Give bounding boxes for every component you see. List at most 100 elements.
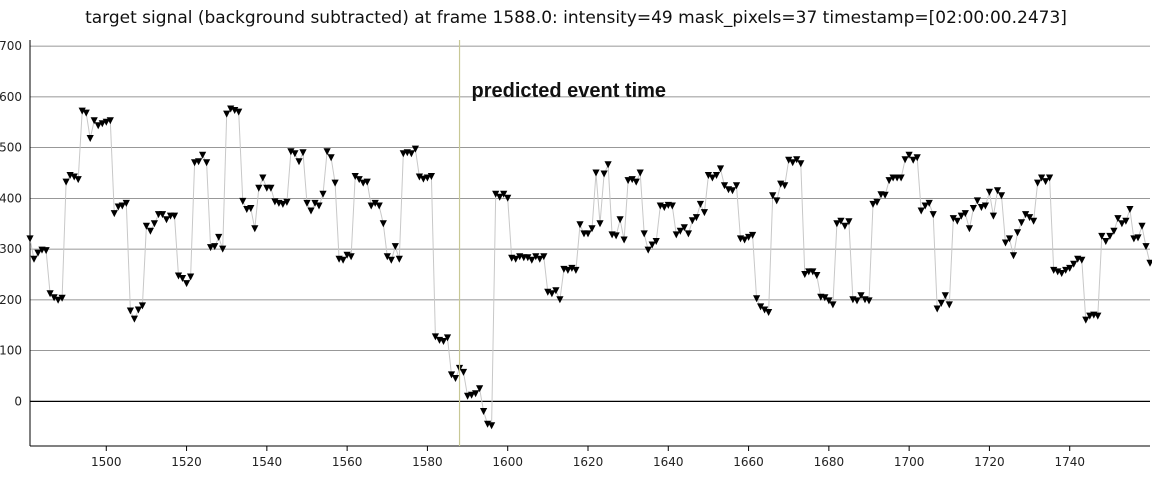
data-point (532, 253, 540, 261)
data-point (295, 158, 303, 166)
data-point (584, 230, 592, 238)
data-point (58, 294, 66, 302)
data-point (118, 202, 126, 210)
data-point (696, 200, 704, 208)
data-point (869, 200, 877, 208)
data-point (391, 243, 399, 251)
data-point (885, 177, 893, 185)
data-point (652, 238, 660, 245)
data-point (371, 199, 379, 207)
data-point (142, 222, 150, 230)
data-point (1146, 259, 1152, 267)
data-point (612, 232, 620, 240)
data-point (207, 244, 215, 252)
data-point (660, 204, 668, 211)
data-point (126, 307, 134, 315)
data-point (303, 199, 311, 207)
data-point (1102, 238, 1110, 245)
data-point (572, 266, 580, 274)
data-point (219, 245, 227, 253)
data-point (94, 122, 102, 130)
data-point (299, 149, 307, 157)
data-point (1070, 260, 1078, 268)
data-point (993, 187, 1002, 195)
data-point (672, 231, 680, 239)
data-point (110, 210, 118, 218)
data-point (793, 156, 801, 164)
data-point (688, 217, 696, 225)
y-tick-label: 700 (0, 39, 22, 53)
data-point (387, 256, 395, 264)
data-point (749, 231, 757, 239)
data-point (138, 302, 146, 310)
data-point (355, 176, 363, 184)
data-point (604, 161, 612, 169)
x-tick-label: 1680 (814, 455, 845, 469)
data-point (1138, 222, 1146, 230)
data-point (34, 249, 42, 257)
data-point (1086, 312, 1094, 320)
data-point (1026, 214, 1034, 222)
data-point (965, 225, 973, 233)
y-tick-label: 100 (0, 344, 22, 358)
data-point (496, 193, 504, 201)
data-point (379, 220, 387, 228)
data-point (134, 306, 142, 314)
data-point (98, 120, 106, 128)
series-line (29, 108, 1151, 427)
data-point (235, 108, 243, 116)
data-point (969, 205, 977, 212)
data-point (439, 338, 448, 345)
data-point (339, 256, 347, 264)
data-point (183, 280, 191, 288)
data-point (1122, 217, 1130, 225)
data-point (600, 170, 608, 178)
data-point (845, 218, 853, 226)
data-point (865, 297, 873, 305)
data-point (957, 212, 965, 220)
data-point (283, 198, 291, 206)
data-point (644, 246, 652, 254)
data-point (359, 179, 367, 187)
data-point (937, 299, 945, 307)
data-point (347, 253, 355, 261)
data-point (720, 182, 729, 190)
data-point (628, 176, 636, 184)
data-point (315, 202, 323, 210)
data-point (1046, 174, 1054, 182)
data-point (781, 182, 789, 190)
data-point (945, 301, 953, 309)
data-point (407, 150, 415, 158)
data-point (684, 230, 692, 238)
data-point (150, 220, 158, 228)
data-point (632, 178, 640, 186)
data-point (1098, 232, 1106, 240)
data-point (375, 202, 383, 210)
data-point (528, 256, 536, 264)
event-time-label: predicted event time (472, 80, 667, 102)
data-point (279, 200, 287, 208)
data-point (215, 233, 223, 241)
data-point (130, 315, 138, 323)
data-point (761, 306, 769, 314)
data-point (620, 236, 628, 244)
data-point (427, 173, 435, 180)
data-point (809, 268, 817, 276)
data-point (363, 178, 371, 186)
data-point (829, 301, 837, 309)
data-point (741, 236, 749, 244)
y-tick-label: 400 (0, 191, 22, 205)
data-point (997, 192, 1006, 200)
data-point (548, 290, 556, 298)
data-point (1030, 217, 1038, 225)
data-point (716, 165, 725, 173)
data-point (1022, 211, 1030, 219)
data-point (797, 160, 805, 168)
data-point (146, 227, 154, 235)
data-point (476, 385, 484, 393)
data-point (243, 206, 251, 213)
data-point (106, 117, 114, 125)
data-point (178, 275, 187, 282)
data-point (841, 222, 849, 230)
data-point (351, 173, 359, 180)
